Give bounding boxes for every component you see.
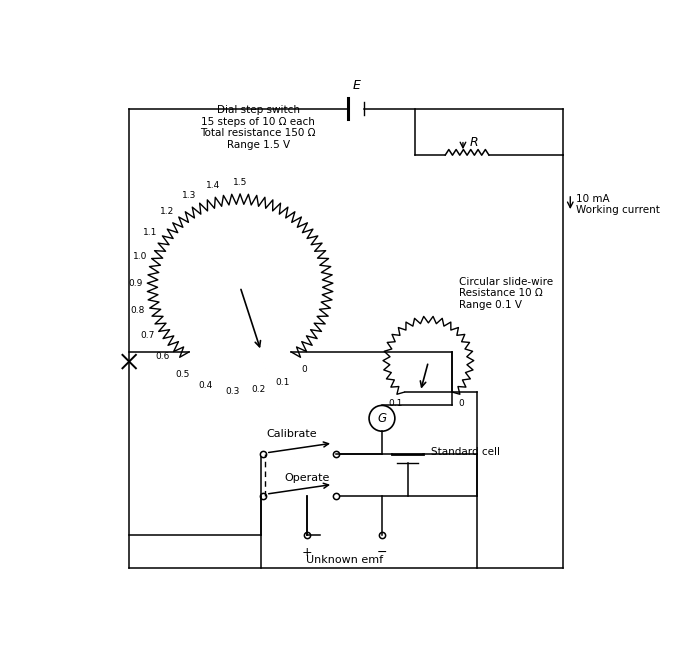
Text: 1.3: 1.3 bbox=[182, 191, 197, 200]
Text: 10 mA
Working current: 10 mA Working current bbox=[577, 194, 660, 216]
Text: 0.9: 0.9 bbox=[128, 279, 143, 287]
Text: 1.1: 1.1 bbox=[143, 228, 158, 237]
Text: +: + bbox=[302, 546, 312, 559]
Text: 0.2: 0.2 bbox=[251, 385, 265, 395]
Text: G: G bbox=[377, 412, 386, 425]
Text: Operate: Operate bbox=[284, 473, 329, 483]
Text: 1.5: 1.5 bbox=[233, 178, 247, 186]
Text: 0.3: 0.3 bbox=[225, 387, 240, 396]
Text: Calibrate: Calibrate bbox=[266, 429, 316, 439]
Text: 1.0: 1.0 bbox=[133, 252, 147, 261]
Text: 0.7: 0.7 bbox=[141, 332, 155, 340]
Text: 0.5: 0.5 bbox=[176, 370, 190, 379]
Text: 1.2: 1.2 bbox=[160, 207, 174, 216]
Text: −: − bbox=[377, 546, 387, 559]
Text: Dial step switch
15 steps of 10 Ω each
Total resistance 150 Ω
Range 1.5 V: Dial step switch 15 steps of 10 Ω each T… bbox=[200, 105, 316, 150]
Text: 0.8: 0.8 bbox=[131, 306, 145, 315]
Text: 0.1: 0.1 bbox=[389, 399, 403, 408]
Text: Circular slide-wire
Resistance 10 Ω
Range 0.1 V: Circular slide-wire Resistance 10 Ω Rang… bbox=[459, 277, 554, 310]
Text: R: R bbox=[470, 136, 478, 149]
Text: 1.4: 1.4 bbox=[206, 181, 220, 190]
Text: E: E bbox=[352, 79, 360, 92]
Text: 0: 0 bbox=[458, 399, 464, 408]
Text: 0.4: 0.4 bbox=[199, 381, 213, 391]
Text: 0.6: 0.6 bbox=[155, 352, 169, 361]
Text: 0.1: 0.1 bbox=[276, 378, 290, 387]
Text: Standard cell: Standard cell bbox=[431, 447, 500, 457]
Text: 0: 0 bbox=[302, 364, 307, 374]
Text: Unknown emf: Unknown emf bbox=[306, 555, 383, 565]
